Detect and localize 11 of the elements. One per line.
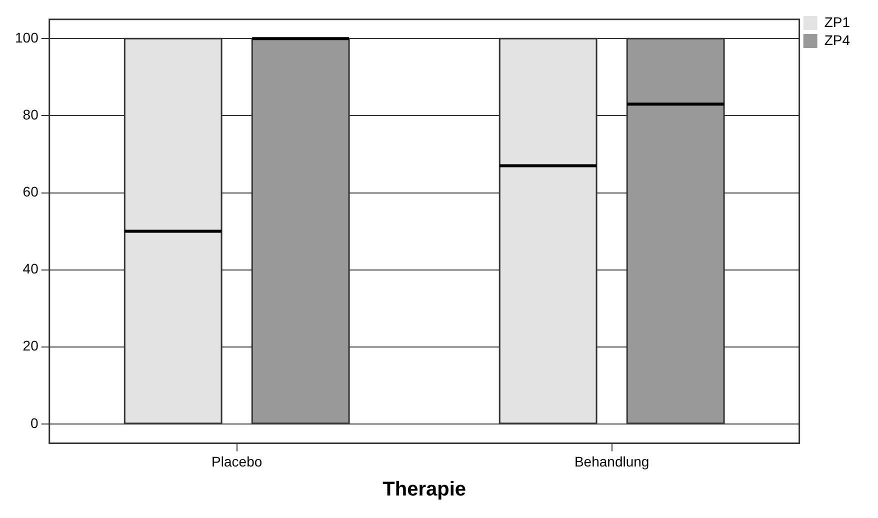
y-tick-label: 80 <box>22 106 39 123</box>
y-tick-label: 60 <box>22 184 39 200</box>
x-axis-title: Therapie <box>382 478 466 501</box>
y-tick-label: 100 <box>15 30 39 46</box>
legend-label: ZP4 <box>824 32 850 48</box>
legend-label: ZP1 <box>824 14 850 30</box>
y-tick-label: 0 <box>30 414 39 431</box>
x-tick-label: Placebo <box>212 453 262 470</box>
y-tick-label: 40 <box>22 260 39 277</box>
y-tick-label: 20 <box>22 338 39 354</box>
x-tick-label: Behandlung <box>574 453 650 470</box>
